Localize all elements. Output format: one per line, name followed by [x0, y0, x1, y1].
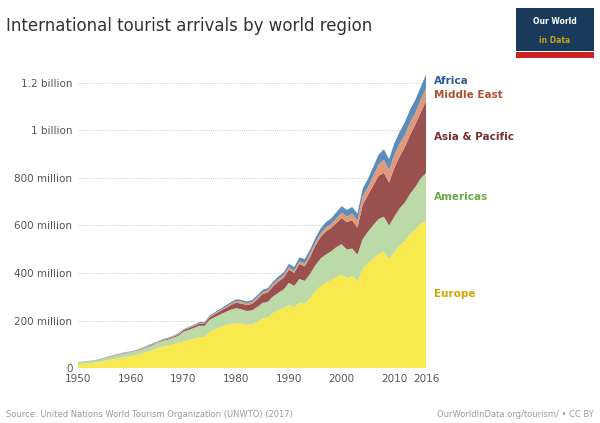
Text: Middle East: Middle East: [434, 90, 503, 100]
Text: Asia & Pacific: Asia & Pacific: [434, 132, 514, 142]
Text: International tourist arrivals by world region: International tourist arrivals by world …: [6, 17, 372, 35]
Text: Americas: Americas: [434, 192, 488, 202]
Text: Our World: Our World: [533, 17, 577, 27]
Text: in Data: in Data: [539, 36, 571, 45]
Text: Source: United Nations World Tourism Organization (UNWTO) (2017): Source: United Nations World Tourism Org…: [6, 410, 293, 419]
Text: Africa: Africa: [434, 76, 469, 86]
Text: OurWorldInData.org/tourism/ • CC BY: OurWorldInData.org/tourism/ • CC BY: [437, 410, 594, 419]
Text: Europe: Europe: [434, 289, 475, 299]
